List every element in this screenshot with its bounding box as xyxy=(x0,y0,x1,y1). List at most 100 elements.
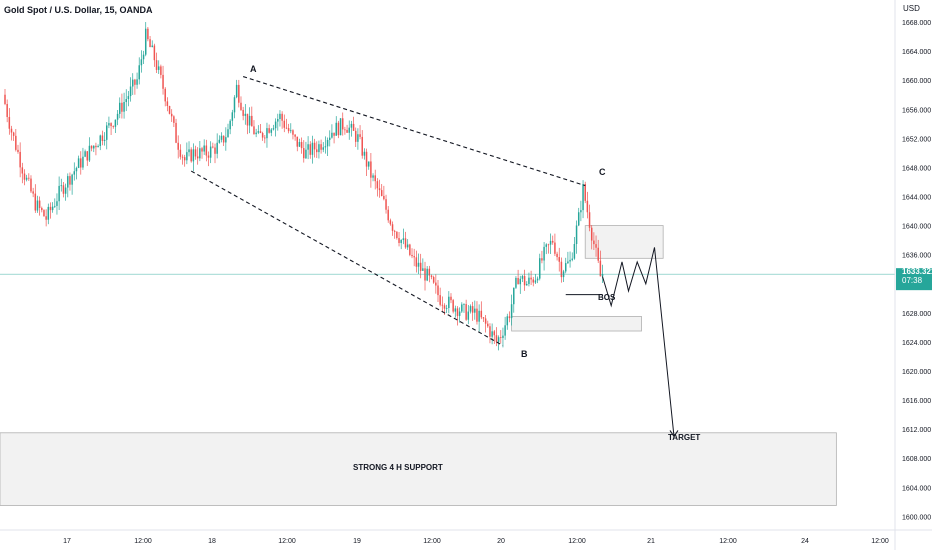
candle-body xyxy=(417,262,420,267)
candle xyxy=(220,132,223,143)
point-b-label: B xyxy=(521,349,528,359)
y-tick-label: 1644.000 xyxy=(902,195,931,202)
candle-body xyxy=(564,263,567,272)
candle-body xyxy=(95,145,97,148)
candle xyxy=(218,135,221,144)
candle xyxy=(385,194,387,214)
candle-body xyxy=(264,137,266,139)
candle xyxy=(290,123,292,134)
candle xyxy=(73,162,76,181)
candle-body xyxy=(30,178,32,192)
candle xyxy=(4,89,6,106)
candle xyxy=(404,231,407,249)
candle-body xyxy=(58,185,60,202)
zones xyxy=(0,225,837,506)
candle xyxy=(255,128,257,138)
candle xyxy=(129,77,132,102)
candle-body xyxy=(244,113,247,116)
candle-body xyxy=(350,123,353,128)
price-badge-bg xyxy=(896,268,932,291)
drawings xyxy=(0,76,895,438)
candle-body xyxy=(341,118,344,130)
candle-body xyxy=(352,123,355,131)
candle-body xyxy=(573,244,576,259)
x-tick-label: 12:00 xyxy=(134,538,152,545)
candle xyxy=(192,143,195,172)
candle-body xyxy=(155,60,158,70)
candle-body xyxy=(452,300,454,312)
candle xyxy=(348,120,350,140)
candle-body xyxy=(590,227,593,241)
candle xyxy=(393,229,396,239)
candle-body xyxy=(398,238,400,243)
candle xyxy=(175,118,177,144)
candle xyxy=(560,257,563,283)
candle-body xyxy=(127,96,130,100)
candle xyxy=(151,40,153,48)
candle xyxy=(21,162,24,184)
candle xyxy=(177,135,179,159)
candle-body xyxy=(357,134,359,142)
candle-body xyxy=(441,304,444,306)
candle xyxy=(106,122,108,150)
candle xyxy=(194,145,197,160)
candle-body xyxy=(266,128,268,139)
candle xyxy=(367,161,370,170)
candle xyxy=(209,141,212,164)
candle xyxy=(450,293,452,304)
candle-body xyxy=(60,185,63,187)
candle-body xyxy=(160,66,162,75)
candle xyxy=(205,139,208,162)
candle-body xyxy=(422,268,424,271)
candle-body xyxy=(513,287,515,305)
candle-body xyxy=(426,268,428,281)
candle xyxy=(541,250,543,264)
candle-body xyxy=(354,130,357,142)
candle-body xyxy=(296,136,299,147)
candle xyxy=(426,266,428,282)
candle-body xyxy=(253,126,255,135)
candle-body xyxy=(528,277,530,284)
candle xyxy=(500,330,502,344)
candle-body xyxy=(162,74,164,89)
candle xyxy=(564,257,567,274)
candle xyxy=(554,233,556,257)
candle-body xyxy=(387,209,389,221)
candle-body xyxy=(225,137,227,143)
candle-body xyxy=(595,244,597,248)
candle-body xyxy=(333,132,335,136)
candle xyxy=(281,111,283,129)
demand-zone xyxy=(511,316,642,332)
candle-body xyxy=(519,278,522,285)
candle xyxy=(378,179,381,198)
candle-body xyxy=(12,132,15,136)
candle-body xyxy=(90,145,93,149)
candle-body xyxy=(474,308,476,313)
candle-body xyxy=(547,244,550,246)
candle xyxy=(593,232,595,250)
candle-body xyxy=(521,276,524,279)
candle xyxy=(474,300,476,320)
candle xyxy=(127,91,130,107)
candle-body xyxy=(51,206,54,211)
candle-body xyxy=(261,133,264,138)
candle xyxy=(41,206,43,213)
candle xyxy=(179,144,182,160)
candle xyxy=(164,87,166,107)
candle xyxy=(396,231,398,240)
candle-body xyxy=(437,285,439,296)
candle xyxy=(261,131,264,141)
candle xyxy=(402,228,405,245)
candle-body xyxy=(287,128,290,132)
candle xyxy=(110,122,112,136)
candle-body xyxy=(136,79,138,85)
y-tick-label: 1604.000 xyxy=(902,485,931,492)
candle-body xyxy=(523,276,526,286)
candle xyxy=(380,184,383,197)
candle-body xyxy=(378,188,381,191)
price-badge: 1633.321 07:38 xyxy=(896,267,932,291)
candle xyxy=(445,304,448,314)
candle xyxy=(15,129,17,152)
candle xyxy=(38,196,41,216)
